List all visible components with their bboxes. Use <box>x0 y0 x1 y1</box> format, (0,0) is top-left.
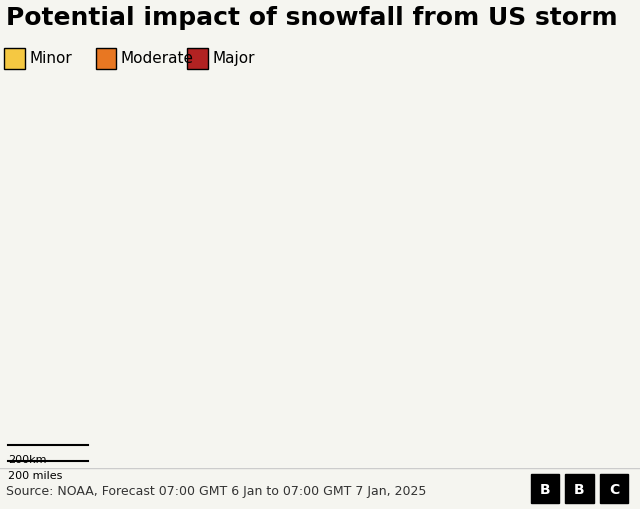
Text: C: C <box>609 482 620 496</box>
Text: 200 miles: 200 miles <box>8 470 62 480</box>
Text: Potential impact of snowfall from US storm: Potential impact of snowfall from US sto… <box>6 6 618 31</box>
FancyBboxPatch shape <box>565 474 594 503</box>
Text: Major: Major <box>212 51 255 66</box>
FancyBboxPatch shape <box>188 49 208 70</box>
Text: B: B <box>540 482 550 496</box>
Text: B: B <box>574 482 585 496</box>
Text: Source: NOAA, Forecast 07:00 GMT 6 Jan to 07:00 GMT 7 Jan, 2025: Source: NOAA, Forecast 07:00 GMT 6 Jan t… <box>6 484 427 497</box>
Text: 200km: 200km <box>8 455 47 465</box>
FancyBboxPatch shape <box>531 474 559 503</box>
FancyBboxPatch shape <box>600 474 628 503</box>
Text: Minor: Minor <box>29 51 72 66</box>
Text: Moderate: Moderate <box>121 51 194 66</box>
FancyBboxPatch shape <box>96 49 116 70</box>
FancyBboxPatch shape <box>4 49 25 70</box>
